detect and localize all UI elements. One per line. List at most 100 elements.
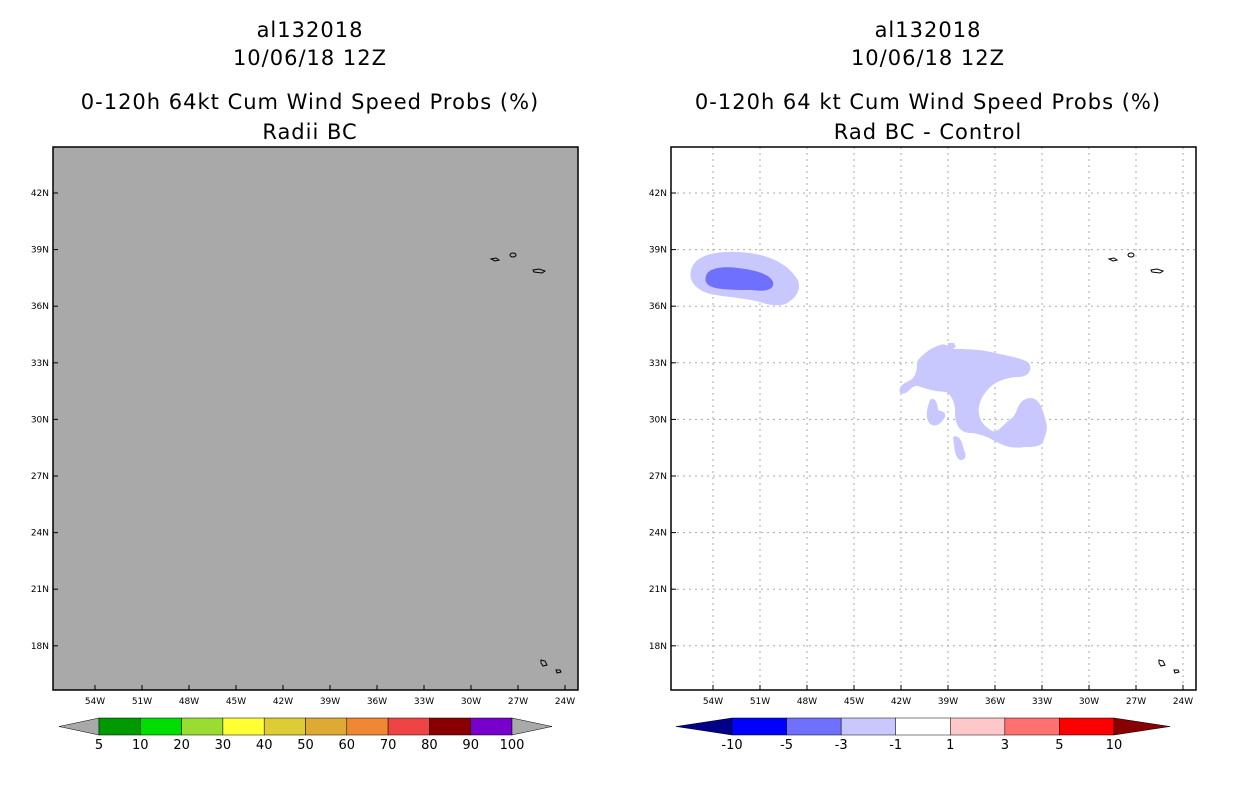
left-colorbar-lower-arrow xyxy=(58,717,100,736)
left-lon-label: 42W xyxy=(273,697,293,707)
left-lon-label: 36W xyxy=(367,697,387,707)
right-lat-label: 21N xyxy=(649,585,667,595)
right-colorbar-label: -3 xyxy=(835,738,848,753)
left-lon-label: 30W xyxy=(461,697,481,707)
left-lat-label: 39N xyxy=(31,246,49,256)
left-colorbar: 5 10 20 30 40 50 60 70 80 90 100 xyxy=(58,717,553,753)
right-colorbar-box xyxy=(1059,717,1115,736)
right-lon-label: 24W xyxy=(1173,697,1193,707)
left-colorbar-box xyxy=(470,717,513,736)
left-colorbar-box xyxy=(140,717,182,736)
left-colorbar-box xyxy=(346,717,389,736)
left-colorbar-box xyxy=(98,717,141,736)
left-lon-axis: 54W 51W 48W 45W 42W 39W 36W 33W 30W 27W 24W xyxy=(85,685,575,707)
right-contour-minus1-central-fragment xyxy=(926,398,946,426)
left-colorbar-label: 80 xyxy=(421,738,438,753)
left-colorbar-label: 90 xyxy=(462,738,479,753)
left-lon-label: 24W xyxy=(555,697,575,707)
right-lat-label: 30N xyxy=(649,415,667,425)
right-colorbar-label: -10 xyxy=(721,738,742,753)
right-colorbar-box xyxy=(950,717,1006,736)
right-lon-label: 30W xyxy=(1079,697,1099,707)
right-colorbar-label: 5 xyxy=(1055,738,1063,753)
right-colorbar-box xyxy=(895,717,951,736)
left-colorbar-label: 5 xyxy=(95,738,103,753)
left-lon-label: 45W xyxy=(226,697,246,707)
right-contour-minus1-central xyxy=(899,344,1047,448)
left-product-title: 0-120h 64kt Cum Wind Speed Probs (%) xyxy=(80,90,540,114)
right-lat-label: 18N xyxy=(649,642,667,652)
right-colorbar-box xyxy=(786,717,842,736)
left-lat-label: 18N xyxy=(31,642,49,652)
right-lon-label: 36W xyxy=(985,697,1005,707)
right-colorbar-lower-arrow xyxy=(675,717,733,736)
right-lon-label: 42W xyxy=(891,697,911,707)
right-colorbar-label: 10 xyxy=(1106,738,1123,753)
left-colorbar-box xyxy=(429,717,471,736)
left-lon-label: 27W xyxy=(508,697,528,707)
left-lat-label: 33N xyxy=(31,359,49,369)
right-azores-islands xyxy=(1107,252,1165,274)
right-map: 42N 39N 36N 33N 30N 27N 24N 21N 18N 54W 51W 48W 45W… xyxy=(649,146,1197,753)
left-lon-label: 39W xyxy=(320,697,340,707)
left-colorbar-box xyxy=(181,717,224,736)
left-colorbar-box xyxy=(305,717,348,736)
left-colorbar-box xyxy=(222,717,265,736)
left-lat-label: 24N xyxy=(31,529,49,539)
right-lon-axis: 54W 51W 48W 45W 42W 39W 36W 33W 30W 27W 24W xyxy=(703,685,1193,707)
left-lon-label: 33W xyxy=(414,697,434,707)
right-storm-id: al132018 xyxy=(874,18,982,42)
left-colorbar-label: 20 xyxy=(173,738,190,753)
left-colorbar-label: 60 xyxy=(339,738,356,753)
right-lat-label: 33N xyxy=(649,359,667,369)
left-lon-label: 51W xyxy=(132,697,152,707)
left-map-fill xyxy=(53,147,578,690)
left-datetime: 10/06/18 12Z xyxy=(232,46,388,70)
left-colorbar-label: 50 xyxy=(297,738,314,753)
right-lat-label: 36N xyxy=(649,302,667,312)
left-lat-label: 21N xyxy=(31,585,49,595)
right-lat-label: 27N xyxy=(649,472,667,482)
right-colorbar-box xyxy=(1004,717,1060,736)
right-lat-label: 24N xyxy=(649,529,667,539)
left-colorbar-label: 40 xyxy=(256,738,273,753)
right-lat-label: 39N xyxy=(649,246,667,256)
right-lon-label: 33W xyxy=(1032,697,1052,707)
right-colorbar-label: 1 xyxy=(946,738,954,753)
left-colorbar-label: 10 xyxy=(132,738,149,753)
left-storm-id: al132018 xyxy=(256,18,364,42)
right-subtitle: Rad BC - Control xyxy=(833,120,1023,144)
left-colorbar-box xyxy=(387,717,430,736)
left-subtitle: Radii BC xyxy=(262,120,358,144)
left-cape-verde-islands xyxy=(540,659,562,674)
right-contour-minus3-northwest xyxy=(705,267,774,291)
left-lat-label: 42N xyxy=(31,189,49,199)
right-lon-label: 27W xyxy=(1126,697,1146,707)
right-lon-label: 45W xyxy=(844,697,864,707)
left-colorbar-label: 30 xyxy=(215,738,232,753)
right-colorbar-label: -1 xyxy=(889,738,902,753)
right-colorbar-upper-arrow xyxy=(1113,717,1171,736)
left-lat-axis: 42N 39N 36N 33N 30N 27N 24N 21N 18N xyxy=(31,189,58,652)
right-colorbar-label: 3 xyxy=(1001,738,1009,753)
right-lon-label: 48W xyxy=(797,697,817,707)
left-lon-label: 48W xyxy=(179,697,199,707)
right-lat-label: 42N xyxy=(649,189,667,199)
left-lat-label: 27N xyxy=(31,472,49,482)
right-colorbar-label: -5 xyxy=(780,738,793,753)
left-lon-label: 54W xyxy=(85,697,105,707)
left-map: 42N 39N 36N 33N 30N 27N 24N 21N 18N 54W 51W 48W 45W… xyxy=(31,146,579,753)
right-colorbar-box xyxy=(840,717,896,736)
right-lat-axis: 42N 39N 36N 33N 30N 27N 24N 21N 18N xyxy=(649,189,676,652)
right-cape-verde-islands xyxy=(1158,659,1180,674)
right-lon-label: 39W xyxy=(938,697,958,707)
left-colorbar-label: 100 xyxy=(500,738,525,753)
left-azores-islands xyxy=(489,252,547,274)
right-colorbar-box xyxy=(731,717,787,736)
left-colorbar-upper-arrow xyxy=(511,717,553,736)
right-lon-label: 54W xyxy=(703,697,723,707)
left-lat-label: 36N xyxy=(31,302,49,312)
right-lon-label: 51W xyxy=(750,697,770,707)
right-datetime: 10/06/18 12Z xyxy=(850,46,1006,70)
right-product-title: 0-120h 64 kt Cum Wind Speed Probs (%) xyxy=(694,90,1162,114)
